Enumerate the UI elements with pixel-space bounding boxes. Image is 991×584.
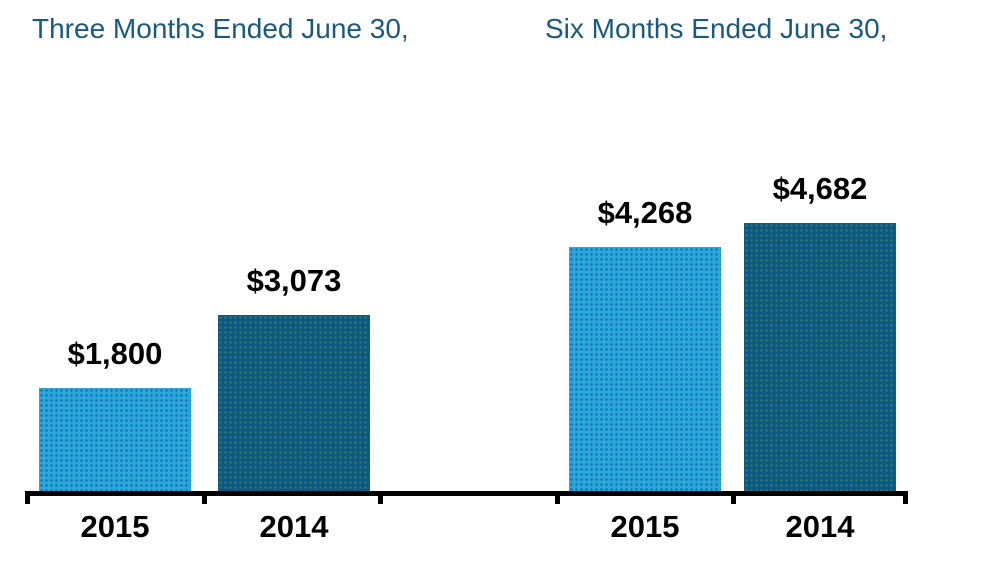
x-axis-label-2014-group-1: 2014	[259, 509, 329, 544]
x-axis-tick-1	[25, 491, 30, 504]
x-axis-tick-2	[202, 491, 207, 504]
bar-2014-group-2	[744, 223, 896, 491]
bar-value-label-2014-group-2: $4,682	[772, 171, 868, 206]
bar-2015-group-2	[569, 247, 721, 491]
x-axis-label-2014-group-2: 2014	[785, 509, 855, 544]
x-axis-tick-4	[555, 491, 560, 504]
x-axis-tick-6	[903, 491, 908, 504]
x-axis-tick-5	[731, 491, 736, 504]
x-axis-label-2015-group-1: 2015	[80, 509, 150, 544]
bar-value-label-2015-group-1: $1,800	[67, 336, 163, 371]
group-title-six-months: Six Months Ended June 30,	[545, 13, 888, 44]
group-title-three-months: Three Months Ended June 30,	[32, 13, 409, 44]
x-axis-tick-3	[378, 491, 383, 504]
bar-value-label-2014-group-1: $3,073	[246, 263, 342, 298]
x-axis-label-2015-group-2: 2015	[610, 509, 680, 544]
bar-value-label-2015-group-2: $4,268	[597, 195, 693, 230]
bar-2015-group-1	[39, 388, 191, 491]
bar-2014-group-1	[218, 315, 370, 491]
x-axis-line	[25, 491, 908, 496]
